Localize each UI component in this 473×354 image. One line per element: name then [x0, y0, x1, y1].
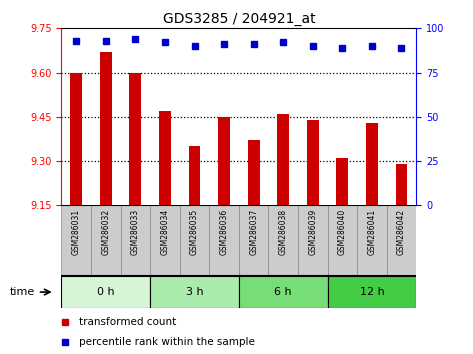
Text: GSM286031: GSM286031 [72, 209, 81, 255]
Bar [298, 205, 327, 276]
Text: 12 h: 12 h [359, 287, 384, 297]
Title: GDS3285 / 204921_at: GDS3285 / 204921_at [163, 12, 315, 26]
Text: GSM286034: GSM286034 [160, 209, 169, 255]
Text: GSM286038: GSM286038 [279, 209, 288, 255]
Bar [189, 146, 201, 205]
Text: transformed count: transformed count [79, 318, 176, 327]
Bar [91, 205, 121, 276]
Bar [150, 205, 180, 276]
Text: GSM286032: GSM286032 [101, 209, 110, 255]
Bar [61, 205, 91, 276]
Bar [395, 164, 407, 205]
Bar [159, 111, 171, 205]
Bar [277, 114, 289, 205]
Text: GSM286039: GSM286039 [308, 209, 317, 255]
Text: 3 h: 3 h [186, 287, 203, 297]
Bar [239, 276, 327, 308]
Text: GSM286042: GSM286042 [397, 209, 406, 255]
Text: GSM286036: GSM286036 [219, 209, 228, 255]
Bar [130, 73, 141, 205]
Bar [327, 205, 357, 276]
Bar [387, 205, 416, 276]
Text: percentile rank within the sample: percentile rank within the sample [79, 337, 255, 347]
Bar [307, 120, 319, 205]
Bar [150, 276, 239, 308]
Bar [100, 52, 112, 205]
Bar [327, 276, 416, 308]
Text: 0 h: 0 h [97, 287, 114, 297]
Bar [218, 117, 230, 205]
Bar [121, 205, 150, 276]
Bar [180, 205, 209, 276]
Bar [209, 205, 239, 276]
Text: GSM286037: GSM286037 [249, 209, 258, 255]
Bar [336, 158, 348, 205]
Bar [366, 123, 378, 205]
Text: GSM286035: GSM286035 [190, 209, 199, 255]
Bar [239, 205, 269, 276]
Text: GSM286033: GSM286033 [131, 209, 140, 255]
Bar [268, 205, 298, 276]
Text: 6 h: 6 h [274, 287, 292, 297]
Bar [70, 73, 82, 205]
Bar [61, 276, 150, 308]
Text: time: time [9, 287, 35, 297]
Bar [248, 141, 260, 205]
Bar [357, 205, 387, 276]
Text: GSM286041: GSM286041 [368, 209, 377, 255]
Text: GSM286040: GSM286040 [338, 209, 347, 255]
